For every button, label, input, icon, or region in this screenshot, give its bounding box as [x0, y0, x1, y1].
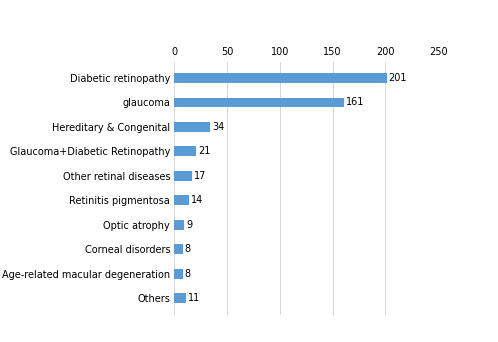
Text: 11: 11 — [188, 293, 200, 303]
Bar — [174, 122, 210, 132]
Text: 34: 34 — [212, 122, 225, 132]
Text: 21: 21 — [199, 146, 211, 156]
Bar — [174, 195, 189, 205]
Text: 161: 161 — [347, 97, 365, 107]
Text: 8: 8 — [185, 244, 191, 254]
Text: 14: 14 — [191, 195, 204, 205]
Bar — [174, 171, 192, 181]
Bar — [174, 146, 197, 156]
Text: 17: 17 — [194, 171, 207, 181]
Bar — [174, 220, 184, 230]
Bar — [174, 293, 186, 303]
Text: 9: 9 — [186, 220, 192, 230]
Text: 8: 8 — [185, 269, 191, 279]
Bar — [174, 73, 386, 83]
Text: 201: 201 — [388, 73, 407, 83]
Bar — [174, 269, 183, 279]
Bar — [174, 245, 183, 254]
Bar — [174, 97, 344, 107]
